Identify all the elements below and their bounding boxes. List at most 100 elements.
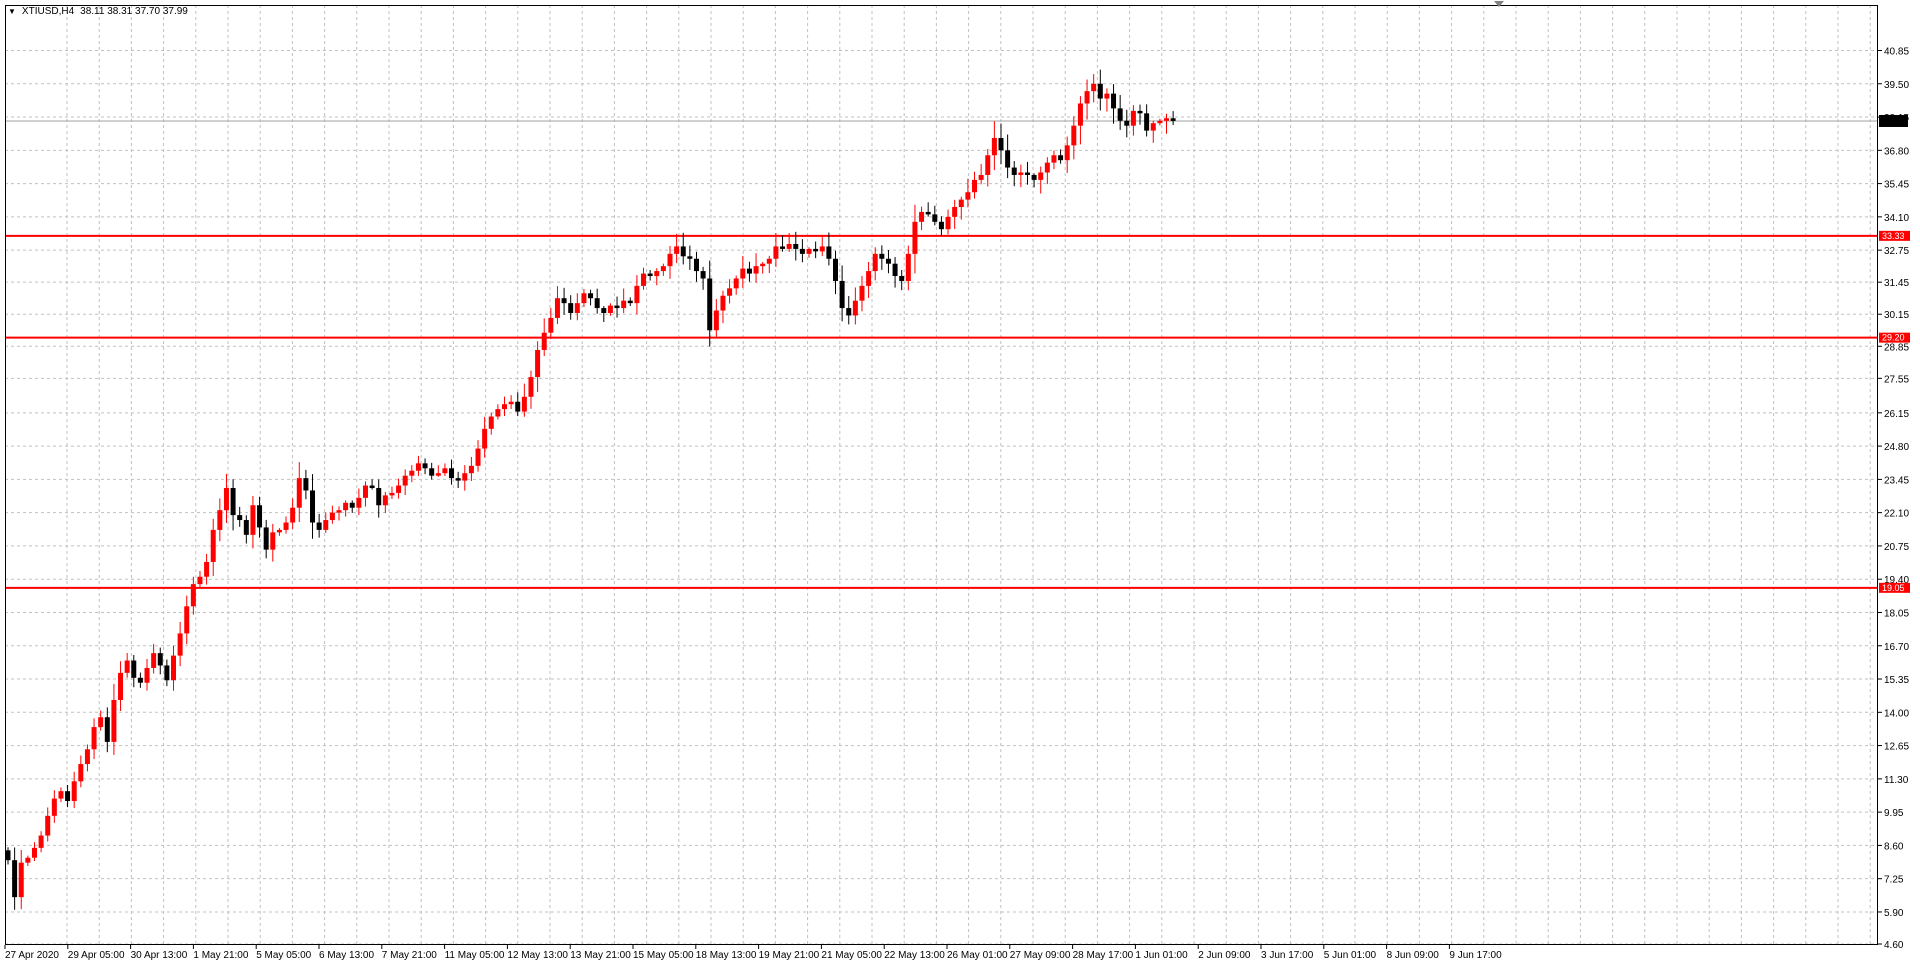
candle-body (45, 815, 51, 836)
candle-body (157, 653, 163, 666)
x-tick-label: 15 May 05:00 (633, 950, 694, 961)
x-tick-label: 12 May 13:00 (507, 950, 568, 961)
candle-body (98, 717, 104, 728)
candle (654, 268, 660, 286)
candle-body (131, 660, 137, 678)
level-price-tag (1879, 332, 1910, 343)
candle (131, 654, 137, 688)
candle (760, 261, 766, 274)
candle-body (601, 308, 607, 313)
triangle-down-icon[interactable]: ▼ (8, 7, 16, 16)
candle-body (879, 253, 885, 259)
candle (1044, 157, 1050, 185)
candle (1104, 88, 1110, 112)
y-tick-label: 27.55 (1884, 374, 1909, 385)
candle-body (588, 293, 594, 299)
candle (336, 506, 342, 521)
candle-body (303, 478, 309, 491)
candle-body (290, 507, 296, 523)
candle-body (118, 672, 124, 700)
candle (1051, 150, 1057, 170)
candle-body (746, 268, 752, 274)
candle-body (548, 317, 554, 333)
symbol-header[interactable]: ▼ XTIUSD,H4 38.11 38.31 37.70 37.99 (8, 6, 188, 17)
candle (1170, 111, 1176, 125)
candle (713, 299, 719, 338)
x-tick-label: 6 May 13:00 (319, 950, 374, 961)
y-tick-label: 26.15 (1884, 409, 1909, 420)
x-tick-label: 27 Apr 2020 (5, 950, 59, 961)
x-tick-label: 5 Jun 01:00 (1324, 950, 1377, 961)
x-tick-label: 8 Jun 09:00 (1387, 950, 1440, 961)
candle (449, 459, 455, 485)
candle-body (1038, 172, 1044, 180)
candle (793, 231, 799, 261)
candle-body (396, 485, 402, 493)
candle (1024, 161, 1030, 185)
candle (693, 251, 699, 282)
candle (217, 498, 223, 542)
candle-body (144, 667, 150, 683)
candle (1011, 161, 1017, 187)
candle (720, 290, 726, 324)
candle (905, 245, 911, 291)
candle (972, 171, 978, 199)
candle-body (376, 488, 382, 506)
candle-body (833, 258, 838, 281)
y-tick-label: 32.75 (1884, 246, 1909, 257)
y-tick-label: 4.60 (1884, 940, 1904, 951)
candle-body (1117, 108, 1123, 121)
candle-body (71, 781, 77, 802)
candle-body (627, 300, 633, 304)
candle (1018, 164, 1024, 188)
candle (91, 718, 97, 760)
candle-body (1144, 113, 1150, 131)
candle (1150, 120, 1156, 143)
candle-body (164, 665, 170, 681)
x-tick-label: 28 May 17:00 (1073, 950, 1134, 961)
candle-body (978, 174, 984, 180)
candle (51, 790, 57, 823)
candle-body (806, 248, 812, 254)
candle-body (1077, 103, 1083, 126)
y-tick-label: 23.45 (1884, 475, 1909, 486)
candle-body (839, 280, 845, 309)
y-tick-label: 14.00 (1884, 708, 1909, 719)
y-tick-label: 39.50 (1884, 80, 1909, 91)
candle (700, 266, 706, 290)
candle (462, 465, 468, 491)
y-tick-label: 22.10 (1884, 509, 1909, 520)
candle-body (1170, 118, 1176, 121)
candle (482, 416, 488, 458)
candle (958, 196, 964, 220)
candle (45, 807, 51, 842)
candle (84, 744, 90, 772)
candle-body (641, 273, 647, 286)
candle (912, 204, 918, 274)
candle (508, 395, 514, 410)
candle-body (707, 278, 713, 331)
candle-body (243, 520, 249, 535)
candle-body (356, 497, 362, 508)
candle (952, 199, 958, 229)
y-tick-label: 36.80 (1884, 146, 1909, 157)
candle-body (111, 699, 117, 742)
candle-body (727, 288, 733, 296)
candle (594, 288, 600, 314)
chart-shift-marker-icon[interactable] (1494, 1, 1504, 7)
candle (733, 275, 739, 295)
candle (687, 245, 693, 270)
candle-body (919, 211, 925, 222)
candle (362, 481, 368, 507)
candle-body (263, 527, 269, 550)
candle-body (852, 300, 858, 316)
candle (468, 456, 474, 481)
candle-body (329, 512, 335, 521)
candle-body (607, 305, 613, 313)
candle (641, 267, 647, 290)
candle-body (1058, 155, 1064, 161)
y-tick-label: 28.85 (1884, 342, 1909, 353)
candle (71, 771, 77, 809)
